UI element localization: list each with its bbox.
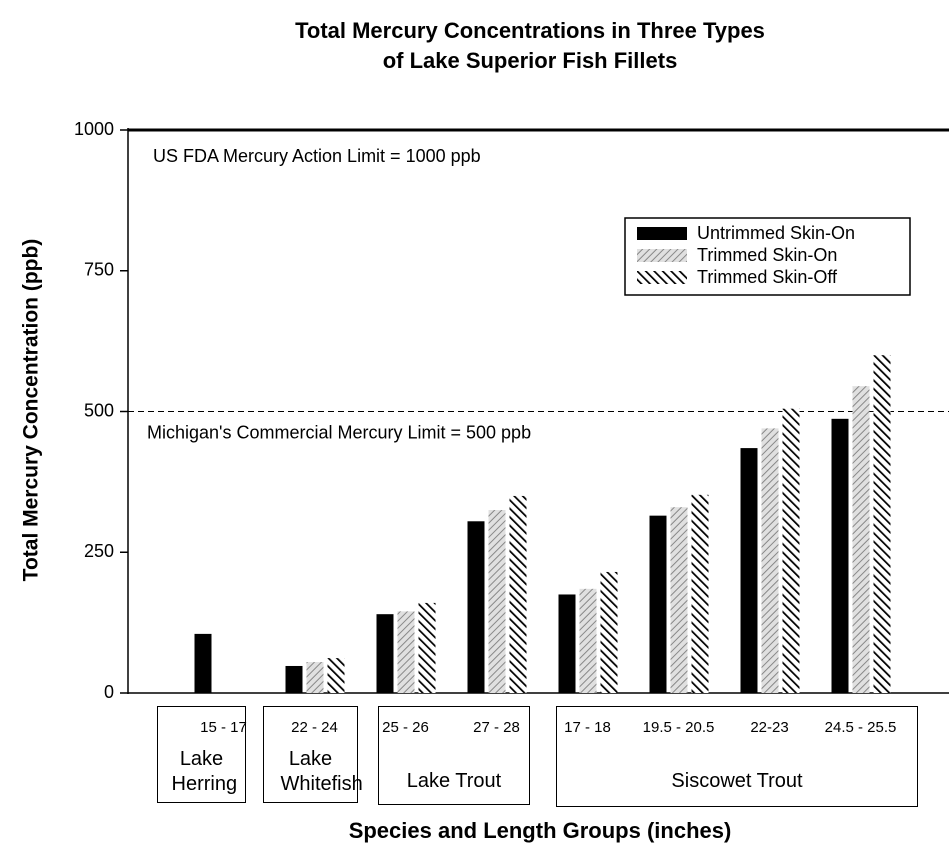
group-label: Siscowet Trout xyxy=(671,770,803,792)
bar xyxy=(327,658,345,693)
x-tick-label: 24.5 - 25.5 xyxy=(824,719,897,736)
group-label: Lake Trout xyxy=(406,770,502,792)
bar xyxy=(831,418,849,693)
legend-label: Untrimmed Skin-On xyxy=(697,223,855,243)
group-label: Lake Herring xyxy=(171,748,238,795)
bar xyxy=(376,614,394,693)
group-box: Lake Whitefish 22 - 24 xyxy=(263,706,363,803)
bar xyxy=(649,515,667,693)
reference-label: US FDA Mercury Action Limit = 1000 ppb xyxy=(153,146,481,166)
group-box: Siscowet Trout 17 - 18 19.5 - 20.5 22-23 24.… xyxy=(556,706,918,807)
x-tick-label: 17 - 18 xyxy=(564,719,611,736)
bar xyxy=(691,494,709,693)
bar xyxy=(782,408,800,693)
bar xyxy=(852,386,870,693)
y-tick-label: 750 xyxy=(84,260,114,280)
legend-swatch xyxy=(637,249,687,262)
y-axis-title: Total Mercury Concentration (ppb) xyxy=(20,239,43,582)
x-tick-label: 15 - 17 xyxy=(200,719,247,736)
bar xyxy=(600,571,618,693)
x-tick-label: 25 - 26 xyxy=(382,719,429,736)
x-axis-title: Species and Length Groups (inches) xyxy=(349,818,732,843)
x-tick-label: 22-23 xyxy=(750,719,789,736)
group-box: Lake Trout 25 - 26 27 - 28 xyxy=(378,706,530,805)
bar xyxy=(194,633,212,693)
legend-label: Trimmed Skin-On xyxy=(697,245,837,265)
bar xyxy=(761,428,779,693)
bar xyxy=(467,521,485,693)
x-tick-label: 27 - 28 xyxy=(473,719,520,736)
group-label: Lake Whitefish xyxy=(280,748,363,795)
chart-title: of Lake Superior Fish Fillets xyxy=(383,48,678,73)
bar xyxy=(418,602,436,693)
legend-swatch xyxy=(637,271,687,284)
bar xyxy=(873,355,891,693)
y-tick-label: 0 xyxy=(104,682,114,702)
legend-label: Trimmed Skin-Off xyxy=(697,267,838,287)
bar xyxy=(509,495,527,693)
x-tick-label: 22 - 24 xyxy=(291,719,338,736)
bar xyxy=(579,588,597,693)
bar xyxy=(558,594,576,693)
y-tick-label: 1000 xyxy=(74,119,114,139)
bar xyxy=(397,611,415,693)
reference-label: Michigan's Commercial Mercury Limit = 50… xyxy=(147,422,531,442)
y-tick-label: 250 xyxy=(84,541,114,561)
legend-swatch xyxy=(637,227,687,240)
bar xyxy=(285,665,303,693)
chart-title: Total Mercury Concentrations in Three Ty… xyxy=(295,18,765,43)
x-tick-label: 19.5 - 20.5 xyxy=(642,719,715,736)
bar xyxy=(488,510,506,693)
bar xyxy=(306,662,324,693)
bar xyxy=(740,448,758,693)
group-box: Lake Herring 15 - 17 xyxy=(157,706,247,803)
y-tick-label: 500 xyxy=(84,400,114,420)
bar xyxy=(670,507,688,693)
